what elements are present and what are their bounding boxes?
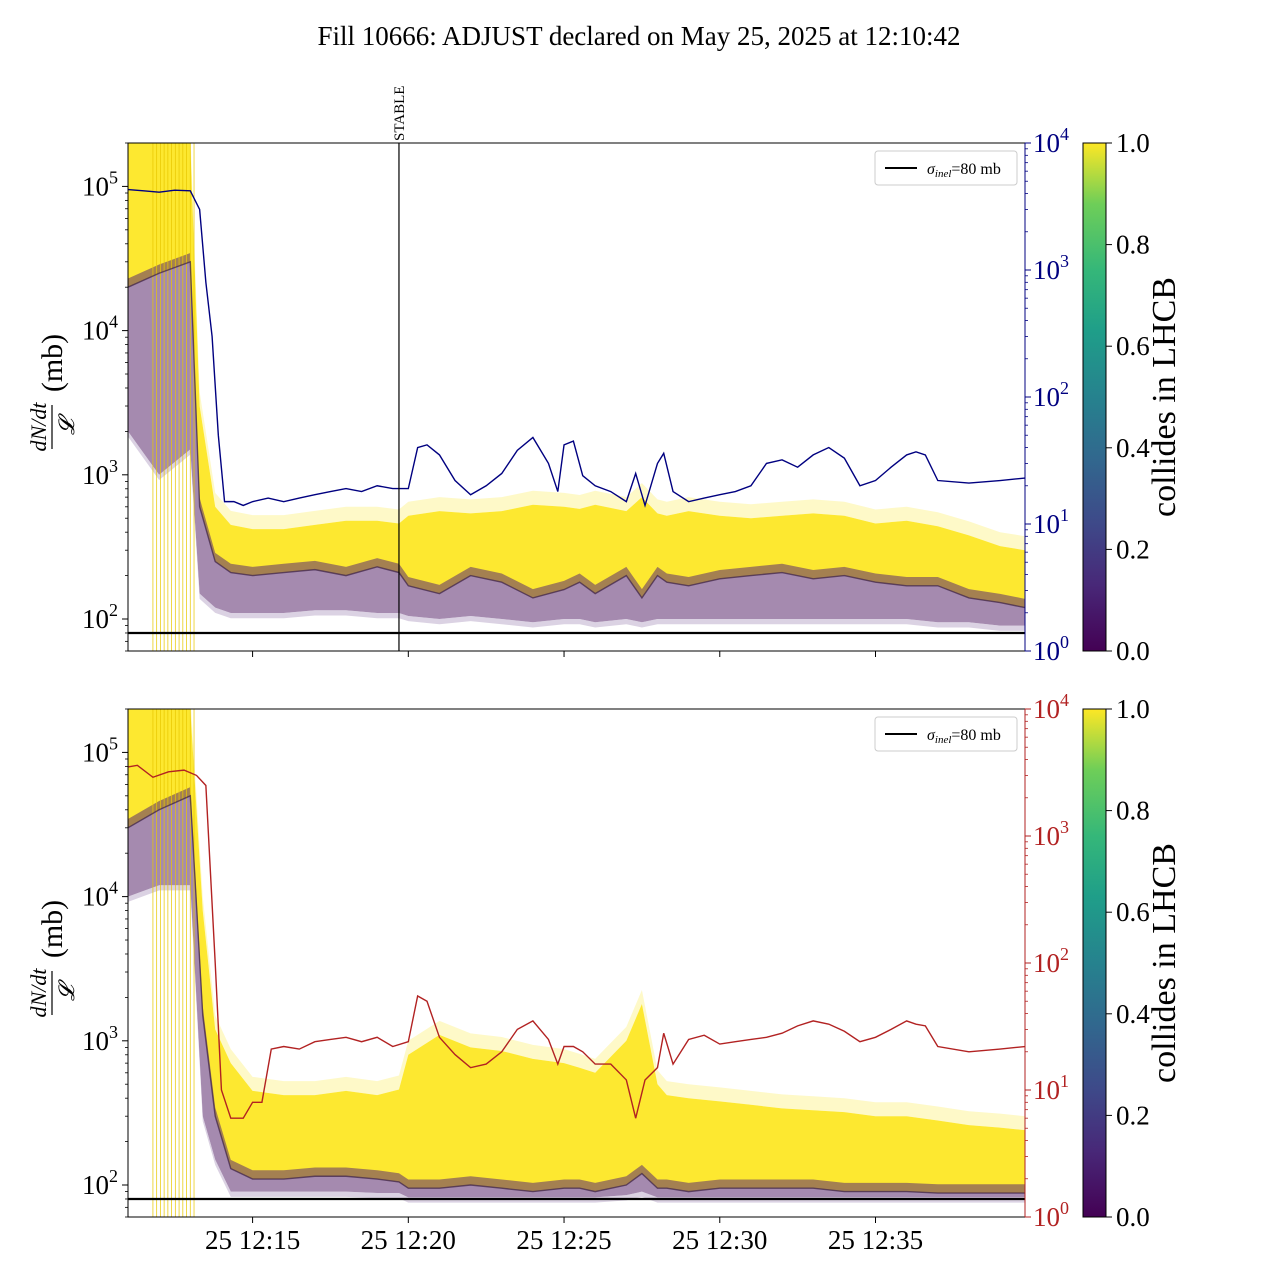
legend-label: σinel=80 mb — [927, 727, 1001, 746]
colorbar-label: collides in LHCB — [1146, 843, 1183, 1083]
ylabel-numerator: dN/dt — [26, 402, 51, 452]
xtick-label: 25 12:30 — [672, 1225, 767, 1255]
y2tick-label: 102 — [1033, 378, 1069, 412]
ylabel-denominator: 𝓛 — [54, 413, 79, 435]
figure-title: Fill 10666: ADJUST declared on May 25, 2… — [318, 21, 961, 51]
top-panel: STABLE 102 103 104 105 100 101 102 103 104 dN/dt 𝓛 (… — [26, 86, 1183, 666]
xtick-label: 25 12:15 — [205, 1225, 300, 1255]
legend-box — [874, 716, 1018, 752]
y2tick-label: 100 — [1033, 632, 1069, 666]
xtick-label: 25 12:20 — [361, 1225, 456, 1255]
y2tick-label: 104 — [1033, 690, 1069, 724]
y2tick-label: 100 — [1033, 1198, 1069, 1232]
y-axis-label: dN/dt 𝓛 (mb) — [26, 334, 79, 452]
ytick-label: 103 — [82, 1022, 118, 1056]
y2tick-label: 103 — [1033, 817, 1069, 851]
y2tick-label: 104 — [1033, 124, 1069, 158]
ytick-label: 105 — [82, 733, 118, 767]
purple-tail — [128, 431, 1025, 631]
yellow-halo — [128, 143, 1025, 551]
plot-area — [128, 143, 1025, 651]
y2tick-label: 102 — [1033, 944, 1069, 978]
colorbar-tick-label: 0.8 — [1116, 796, 1150, 826]
yellow-band — [128, 143, 1025, 608]
colorbar-tick-label: 0.4 — [1116, 999, 1150, 1029]
stable-label: STABLE — [392, 86, 408, 141]
colorbar-tick-label: 0.6 — [1116, 331, 1150, 361]
ylabel-numerator: dN/dt — [26, 968, 51, 1018]
ytick-label: 104 — [82, 878, 118, 912]
y2tick-label: 101 — [1033, 1071, 1069, 1105]
ytick-label: 102 — [82, 600, 118, 634]
colorbar-tick-label: 0.2 — [1116, 1100, 1150, 1130]
plot-area — [128, 709, 1025, 1217]
colorbar-tick-label: 1.0 — [1116, 128, 1150, 158]
secondary-series-line — [128, 764, 1025, 1119]
xtick-label: 25 12:25 — [516, 1225, 611, 1255]
colorbar — [1082, 708, 1107, 1218]
colorbar — [1082, 142, 1107, 652]
bottom-panel: 102 103 104 105 100 101 102 103 104 25 12:15 25 12… — [26, 690, 1183, 1255]
ytick-label: 105 — [82, 167, 118, 201]
y2tick-label: 103 — [1033, 251, 1069, 285]
purple-band — [128, 787, 1025, 1198]
colorbar-tick-label: 1.0 — [1116, 694, 1150, 724]
legend-box — [874, 150, 1018, 186]
ylabel-unit: (mb) — [36, 900, 69, 958]
colorbar-tick-label: 0.0 — [1116, 1202, 1150, 1232]
yellow-band — [128, 709, 1025, 1194]
ylabel-denominator: 𝓛 — [54, 979, 79, 1001]
ytick-label: 104 — [82, 312, 118, 346]
colorbar-tick-label: 0.6 — [1116, 897, 1150, 927]
colorbar-tick-label: 0.0 — [1116, 636, 1150, 666]
secondary-series-line — [128, 188, 1025, 508]
median-line — [128, 260, 1025, 609]
legend-label: σinel=80 mb — [927, 161, 1001, 180]
colorbar-label: collides in LHCB — [1146, 277, 1183, 517]
colorbar-tick-label: 0.4 — [1116, 433, 1150, 463]
ytick-label: 102 — [82, 1166, 118, 1200]
y2tick-label: 101 — [1033, 505, 1069, 539]
y-axis-label: dN/dt 𝓛 (mb) — [26, 900, 79, 1018]
purple-band — [128, 253, 1025, 626]
xtick-label: 25 12:35 — [828, 1225, 923, 1255]
ytick-label: 103 — [82, 456, 118, 490]
colorbar-tick-label: 0.8 — [1116, 230, 1150, 260]
median-line — [128, 794, 1025, 1194]
colorbar-tick-label: 0.2 — [1116, 534, 1150, 564]
ylabel-unit: (mb) — [36, 334, 69, 392]
yellow-halo — [128, 709, 1025, 1131]
